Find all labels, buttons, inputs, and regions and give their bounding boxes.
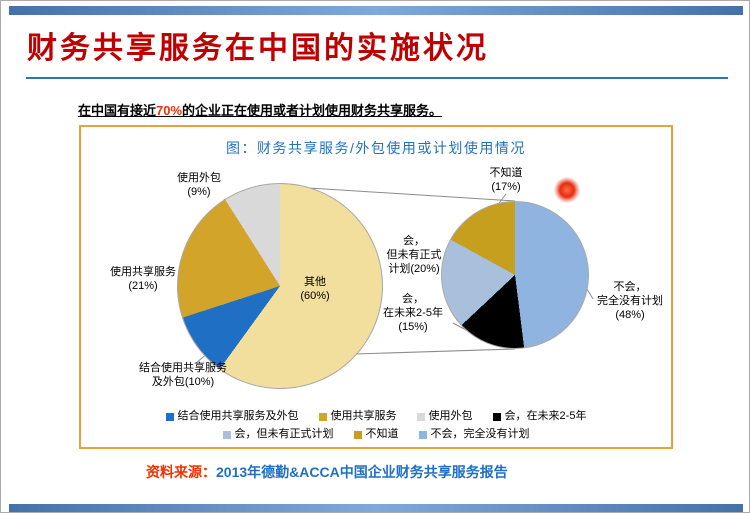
top-accent-bar [9,6,743,15]
callout-other: 其他 (60%) [300,276,330,302]
chart-title: 图：财务共享服务/外包使用或计划使用情况 [226,140,526,156]
bottom-accent-bar [9,504,743,512]
callout-combined: 结合使用共享服务 及外包(10%) [139,362,227,388]
chart-legend: 结合使用共享服务及外包 使用共享服务 使用外包 会，在未来2-5年 会，但未有正式计划… [81,408,671,443]
legend-row-1: 结合使用共享服务及外包 使用共享服务 使用外包 会，在未来2-5年 [81,408,671,425]
callout-outsourcing: 使用外包 (9%) [177,172,221,198]
laser-pointer-dot [554,177,580,203]
legend-label: 结合使用共享服务及外包 [177,410,299,422]
legend-item: 不知道 [353,426,399,443]
subtitle-prefix: 在中国有接近 [78,103,157,118]
legend-swatch [318,412,327,421]
callout-wont-no-plan: 不会， 完全没有计划 (48%) [597,281,663,321]
legend-swatch [165,412,174,421]
legend-swatch [416,412,425,421]
source-note: 资料来源：2013年德勤&ACCA中国企业财务共享服务报告 [146,462,508,482]
callout-will-in-2-5-years: 会， 在未来2-5年 (15%) [383,293,443,333]
legend-swatch [418,430,427,439]
primary-pie-chart [177,183,383,389]
secondary-pie-chart [441,201,589,349]
legend-item: 会，但未有正式计划 [222,426,334,443]
legend-swatch [222,430,231,439]
legend-label: 会，但未有正式计划 [234,428,334,440]
legend-item: 会，在未来2-5年 [492,408,587,425]
legend-swatch [353,430,362,439]
legend-item: 结合使用共享服务及外包 [165,408,299,425]
callout-shared-services: 使用共享服务 (21%) [110,266,176,292]
slide-title: 财务共享服务在中国的实施状况 [27,32,489,65]
legend-label: 不会，完全没有计划 [430,428,530,440]
subtitle-suffix: 的企业正在使用或者计划使用财务共享服务。 [182,103,443,118]
subtitle-highlight: 70% [156,103,183,118]
legend-label: 会，在未来2-5年 [504,410,587,422]
legend-item: 使用共享服务 [318,408,397,425]
legend-swatch [492,412,501,421]
pie-connector-line-bottom [354,348,516,355]
legend-item: 使用外包 [416,408,473,425]
callout-dont-know: 不知道 (17%) [489,167,523,193]
subtitle: 在中国有接近70%的企业正在使用或者计划使用财务共享服务。 [78,100,442,119]
legend-label: 使用共享服务 [330,410,397,422]
legend-label: 不知道 [365,428,399,440]
callout-will-no-formal-plan: 会， 但未有正式 计划(20%) [386,235,442,275]
chart-area: 图：财务共享服务/外包使用或计划使用情况 使用外包 (9%) 使用共享服务 (2… [79,125,673,449]
title-divider-rule [26,77,728,79]
source-prefix: 资料来源： [146,464,216,480]
source-text: 2013年德勤&ACCA中国企业财务共享服务报告 [216,464,508,480]
legend-label: 使用外包 [428,410,473,422]
legend-item: 不会，完全没有计划 [418,426,530,443]
legend-row-2: 会，但未有正式计划 不知道 不会，完全没有计划 [81,426,671,443]
